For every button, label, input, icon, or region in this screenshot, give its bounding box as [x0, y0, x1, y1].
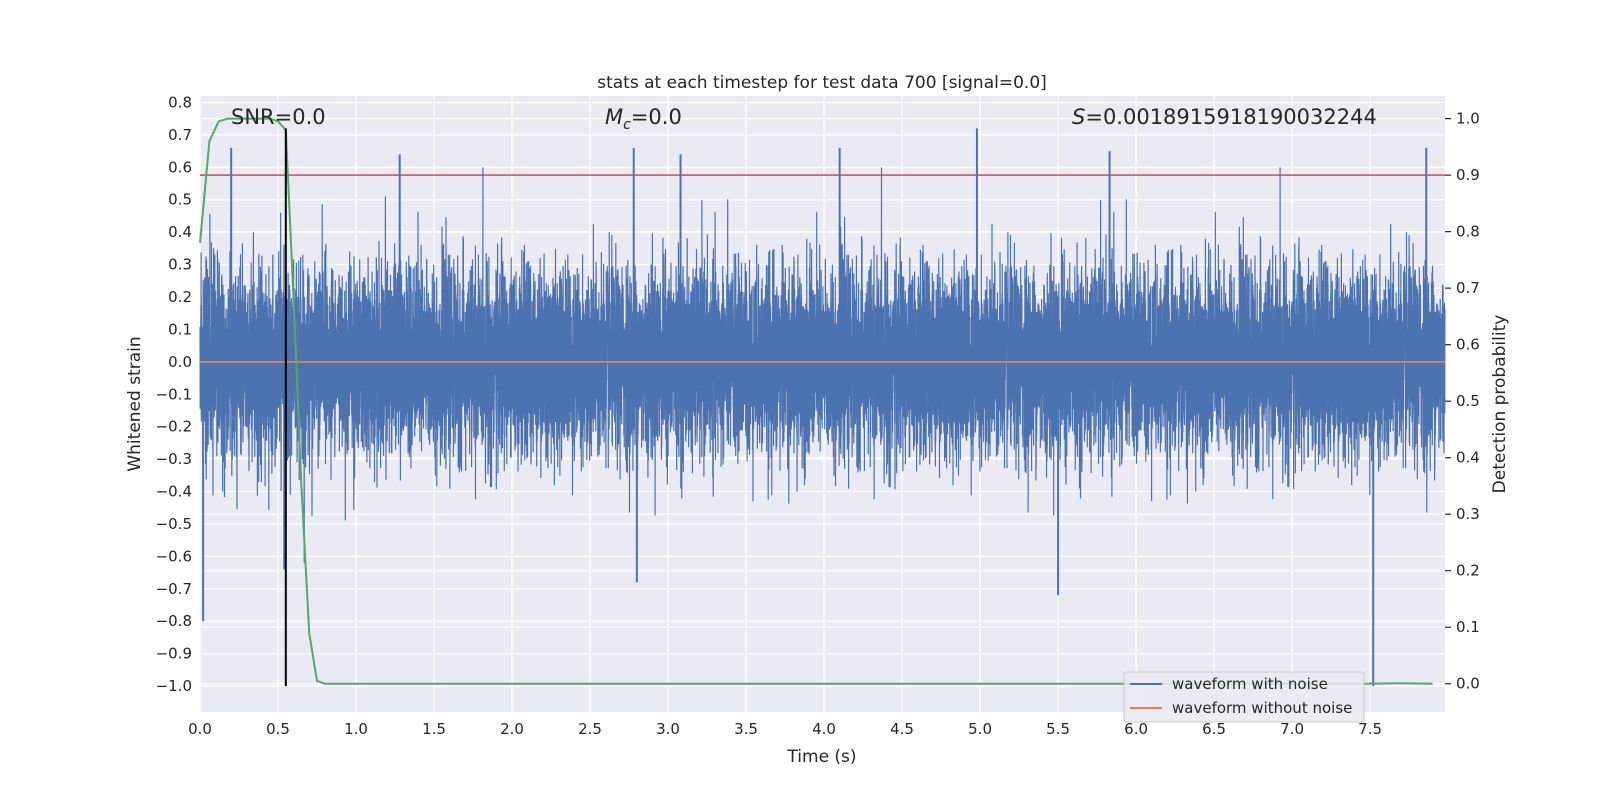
y-tick-label: 0.8: [168, 93, 192, 111]
y2-tick-label: 1.0: [1456, 110, 1480, 128]
y-tick-label: −0.6: [156, 547, 192, 565]
legend-label-noise: waveform with noise: [1172, 675, 1328, 693]
chirp-mass-annotation: Mc=0.0: [605, 105, 682, 133]
y-tick-label: −0.8: [156, 612, 192, 630]
y-tick-label: −0.2: [156, 418, 192, 436]
y2-tick-label: 0.6: [1456, 336, 1480, 354]
y-tick-label: 0.3: [168, 256, 192, 274]
legend-label-clean: waveform without noise: [1172, 699, 1352, 717]
x-tick-label: 6.5: [1202, 720, 1226, 738]
y-tick-label: 0.6: [168, 158, 192, 176]
y-tick-label: 0.5: [168, 191, 192, 209]
y-tick-label: −0.9: [156, 645, 192, 663]
y-tick-label: 0.7: [168, 126, 192, 144]
noisy-waveform-line: [199, 167, 1446, 563]
x-tick-label: 3.0: [656, 720, 680, 738]
y-tick-label: 0.2: [168, 288, 192, 306]
x-tick-label: 0.0: [188, 720, 212, 738]
snr-annotation: SNR=0.0: [231, 105, 326, 129]
s-annotation: S=0.0018915918190032244: [1072, 105, 1377, 129]
x-tick-label: 4.5: [890, 720, 914, 738]
y-tick-label: −0.4: [156, 483, 192, 501]
x-tick-label: 0.5: [266, 720, 290, 738]
y-tick-label: −1.0: [156, 677, 192, 695]
y-tick-label: −0.7: [156, 580, 192, 598]
y-tick-label: −0.3: [156, 450, 192, 468]
axes: 0.0 0.5 1.0 1.5 2.0 2.5 3.0 3.5 4.0 4.5 5.0 5.5 6.0 6…: [156, 93, 1480, 738]
x-tick-label: 1.5: [422, 720, 446, 738]
y-tick-label: −0.5: [156, 515, 192, 533]
legend-box: [1123, 671, 1365, 723]
x-tick-label: 4.0: [812, 720, 836, 738]
y2-tick-label: 0.0: [1456, 675, 1480, 693]
y-tick-label: 0.0: [168, 353, 192, 371]
x-tick-label: 2.5: [578, 720, 602, 738]
y2-tick-label: 0.2: [1456, 562, 1480, 580]
y-axis-label: Whitened strain: [125, 336, 145, 471]
y2-tick-label: 0.7: [1456, 279, 1480, 297]
x-axis-label: Time (s): [786, 747, 856, 767]
y-tick-label: 0.4: [168, 223, 192, 241]
y2-tick-label: 0.4: [1456, 449, 1480, 467]
y2-tick-label: 0.1: [1456, 618, 1480, 636]
y2-tick-label: 0.5: [1456, 392, 1480, 410]
x-tick-label: 7.5: [1358, 720, 1382, 738]
y-tick-label: 0.1: [168, 320, 192, 338]
x-tick-label: 5.5: [1046, 720, 1070, 738]
y2-tick-label: 0.3: [1456, 505, 1480, 523]
x-tick-label: 2.0: [500, 720, 524, 738]
x-tick-label: 1.0: [344, 720, 368, 738]
x-tick-label: 5.0: [968, 720, 992, 738]
x-tick-label: 6.0: [1124, 720, 1148, 738]
y2-tick-label: 0.9: [1456, 166, 1480, 184]
x-tick-label: 7.0: [1280, 720, 1304, 738]
plot-area: [199, 117, 1446, 687]
y2-tick-label: 0.8: [1456, 223, 1480, 241]
y2-axis-label: Detection probability: [1490, 315, 1510, 494]
x-tick-label: 3.5: [734, 720, 758, 738]
legend: waveform with noise waveform without noi…: [1123, 671, 1365, 723]
y-tick-label: −0.1: [156, 385, 192, 403]
chart-title: stats at each timestep for test data 700…: [597, 73, 1047, 93]
